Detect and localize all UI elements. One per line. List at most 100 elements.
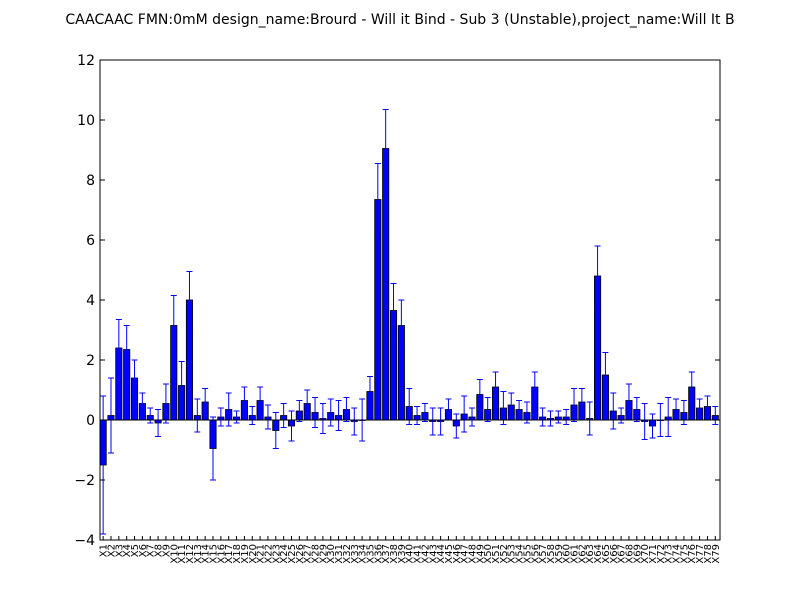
error-bar-X29 xyxy=(319,403,326,434)
x-tick-label: X63 xyxy=(585,544,596,564)
error-bar-X41 xyxy=(414,406,421,425)
x-tick-label: X45 xyxy=(444,544,455,564)
y-tick-label: 6 xyxy=(86,233,95,249)
x-tick-label: X42 xyxy=(420,544,431,564)
error-bar-X42 xyxy=(421,403,428,422)
error-bar-X63 xyxy=(586,401,593,436)
error-bar-X16 xyxy=(217,407,224,427)
x-tick-label: X67 xyxy=(617,544,628,564)
x-tick-label: X28 xyxy=(311,544,322,564)
x-tick-label: X21 xyxy=(256,544,267,564)
x-tick-label: X75 xyxy=(679,544,690,564)
x-tick-label: X53 xyxy=(507,544,518,564)
error-bar-X37 xyxy=(382,109,389,188)
x-tick-label: X43 xyxy=(428,544,439,564)
error-bar-X14 xyxy=(202,388,209,416)
x-tick-label: X33 xyxy=(350,544,361,564)
error-bar-X21 xyxy=(257,386,264,415)
error-bar-X54 xyxy=(516,400,523,419)
x-tick-label: X32 xyxy=(342,544,353,564)
x-tick-label: X26 xyxy=(295,544,306,564)
x-tick-label: X20 xyxy=(248,544,259,564)
x-tick-label: X23 xyxy=(271,544,282,564)
error-bar-X68 xyxy=(625,383,632,418)
x-tick-label: X29 xyxy=(318,544,329,564)
y-tick-label: −2 xyxy=(74,473,95,489)
x-tick-label: X54 xyxy=(515,544,526,564)
error-bar-X10 xyxy=(170,295,177,356)
y-tick-label: −4 xyxy=(74,533,95,549)
error-bar-X2 xyxy=(107,377,114,454)
x-tick-label: X12 xyxy=(185,544,196,564)
x-tick-label: X70 xyxy=(640,544,651,564)
x-tick-label: X9 xyxy=(161,544,172,557)
error-bar-X9 xyxy=(162,383,169,424)
error-bar-X43 xyxy=(429,407,436,436)
x-tick-label: X71 xyxy=(648,544,659,564)
x-tick-label: X44 xyxy=(436,544,447,564)
x-axis: X1X2X3X4X5X6X7X8X9X10X11X12X13X14X15X16X… xyxy=(99,536,722,564)
error-bar-X33 xyxy=(351,407,358,436)
x-tick-label: X47 xyxy=(460,544,471,564)
error-bar-X1 xyxy=(100,395,107,535)
error-bar-X30 xyxy=(327,398,334,427)
x-tick-label: X24 xyxy=(279,544,290,564)
x-tick-label: X51 xyxy=(491,544,502,564)
x-tick-label: X14 xyxy=(201,544,212,564)
error-bar-X4 xyxy=(123,325,130,374)
x-tick-label: X2 xyxy=(106,544,117,557)
error-bar-X49 xyxy=(476,379,483,410)
error-bar-X18 xyxy=(233,410,240,424)
error-bar-X65 xyxy=(602,352,609,398)
x-tick-label: X19 xyxy=(240,544,251,564)
error-bar-X3 xyxy=(115,319,122,377)
y-tick-label: 4 xyxy=(86,293,95,309)
chart-title: CAACAAC FMN:0mM design_name:Brourd - Wil… xyxy=(65,12,734,28)
x-tick-label: X25 xyxy=(287,544,298,564)
error-bar-X25 xyxy=(288,410,295,442)
error-bar-X51 xyxy=(492,371,499,403)
error-bar-X77 xyxy=(696,398,703,418)
error-bar-X66 xyxy=(610,392,617,430)
error-bar-X48 xyxy=(469,407,475,427)
error-bar-X13 xyxy=(194,398,201,433)
error-bar-X24 xyxy=(280,403,287,428)
x-tick-label: X72 xyxy=(656,544,667,564)
x-tick-label: X62 xyxy=(577,544,588,564)
y-tick-label: 8 xyxy=(86,173,95,189)
error-bar-X32 xyxy=(343,397,350,422)
x-tick-label: X35 xyxy=(365,544,376,564)
x-tick-label: X46 xyxy=(452,544,463,564)
error-bar-X52 xyxy=(500,391,507,425)
x-tick-label: X17 xyxy=(224,544,235,564)
x-tick-label: X78 xyxy=(703,544,714,564)
error-bar-X62 xyxy=(578,388,585,416)
error-bar-X71 xyxy=(649,413,656,439)
x-tick-label: X56 xyxy=(530,544,541,564)
x-tick-label: X4 xyxy=(122,544,133,557)
error-bar-X53 xyxy=(508,392,515,418)
x-tick-label: X55 xyxy=(522,544,533,564)
error-bar-X78 xyxy=(704,395,711,418)
error-bar-X26 xyxy=(296,400,303,422)
x-tick-label: X18 xyxy=(232,544,243,564)
error-bar-X47 xyxy=(461,395,468,433)
x-tick-label: X61 xyxy=(570,544,581,564)
error-bar-X38 xyxy=(390,283,397,338)
error-bar-X58 xyxy=(547,410,554,427)
error-bar-X59 xyxy=(555,410,562,424)
x-tick-label: X6 xyxy=(138,544,149,557)
error-bar-X27 xyxy=(304,389,311,418)
x-tick-label: X52 xyxy=(499,544,510,564)
y-tick-label: 0 xyxy=(86,413,95,429)
x-tick-label: X58 xyxy=(546,544,557,564)
error-bar-X28 xyxy=(312,397,319,428)
x-tick-label: X41 xyxy=(413,544,424,564)
error-bar-X50 xyxy=(484,397,491,422)
x-tick-label: X7 xyxy=(146,544,157,557)
x-tick-label: X57 xyxy=(538,544,549,564)
x-tick-label: X37 xyxy=(381,544,392,564)
y-tick-label: 12 xyxy=(77,53,95,69)
x-tick-label: X50 xyxy=(483,544,494,564)
